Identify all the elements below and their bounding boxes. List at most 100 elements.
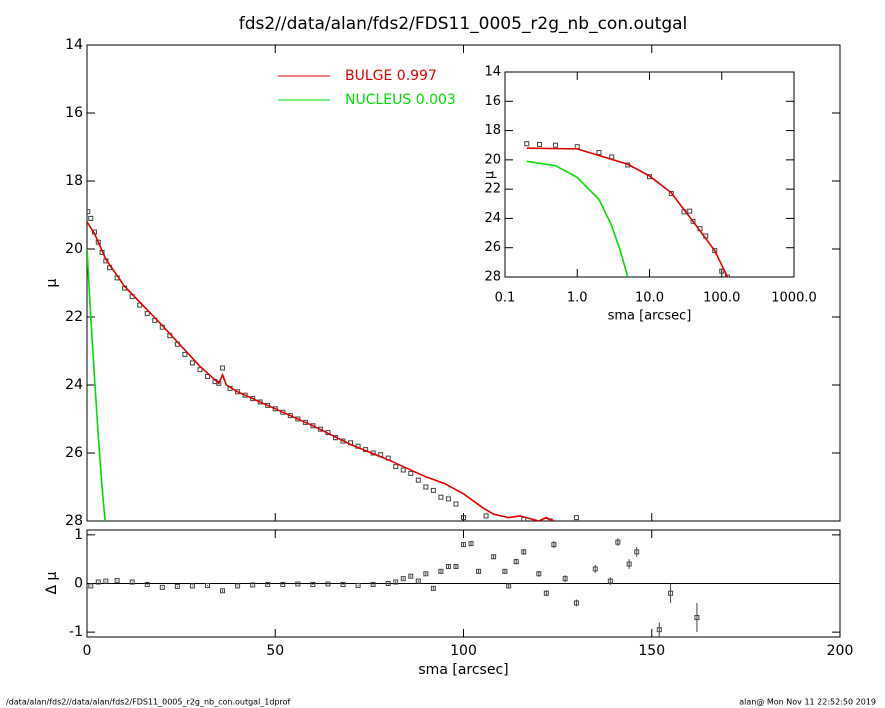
data-point (687, 208, 693, 214)
data-point (287, 413, 293, 419)
data-point (415, 477, 421, 483)
data-point (159, 584, 165, 590)
data-point (250, 582, 256, 588)
data-point (521, 549, 527, 555)
data-point (423, 571, 429, 577)
data-point (430, 585, 436, 591)
x-tick-label: 100.0 (703, 291, 740, 306)
data-point (694, 615, 700, 621)
data-point (257, 399, 263, 405)
y-tick-label: 18 (484, 123, 501, 138)
data-point (144, 311, 150, 317)
data-point (524, 141, 530, 147)
chart-title: fds2//data/alan/fds2/FDS11_0005_r2g_nb_c… (239, 14, 688, 34)
plot-frame (86, 44, 841, 522)
y-tick-label: 16 (484, 94, 501, 109)
data-point (400, 467, 406, 473)
footer-left: /data/alan/fds2//data/alan/fds2/FDS11_00… (6, 698, 291, 707)
data-point (423, 484, 429, 490)
data-point (626, 561, 632, 567)
data-point (634, 549, 640, 555)
data-point (408, 470, 414, 476)
data-point (724, 274, 730, 277)
legend-label: NUCLEUS 0.003 (345, 92, 456, 108)
y-tick-label: 22 (65, 309, 83, 325)
data-point (438, 494, 444, 500)
data-point (325, 581, 331, 587)
data-point (340, 581, 346, 587)
y-tick-label: 24 (65, 377, 83, 393)
data-point (513, 559, 519, 565)
x-tick-label: 100 (450, 643, 477, 659)
data-point (551, 542, 557, 548)
data-point (129, 579, 135, 585)
data-point (265, 581, 271, 587)
data-point (502, 568, 508, 574)
data-point (385, 581, 391, 586)
data-point (103, 578, 109, 584)
data-point (182, 351, 188, 357)
data-point (295, 581, 301, 587)
data-point (438, 568, 444, 574)
y-tick-label: 18 (65, 173, 83, 189)
data-point (553, 142, 559, 148)
x-tick-label: 200 (827, 643, 854, 659)
x-tick-label: 0 (83, 643, 92, 659)
y-tick-label: 14 (484, 65, 501, 80)
y-tick-label: 26 (65, 445, 83, 461)
y-tick-label: 14 (65, 37, 83, 53)
data-point (95, 579, 101, 585)
data-point (189, 360, 195, 366)
data-point (453, 563, 459, 569)
data-point (430, 487, 436, 493)
data-point (491, 554, 497, 560)
data-point (88, 583, 94, 589)
data-point (668, 590, 674, 596)
data-point (235, 389, 241, 395)
data-point (220, 365, 226, 371)
y-tick-label: -1 (69, 624, 83, 640)
y-tick-label: 1 (74, 527, 83, 543)
data-point (656, 627, 662, 633)
y-tick-label: 28 (484, 270, 501, 285)
y-tick-label: 0 (74, 576, 83, 592)
data-point (476, 568, 482, 574)
data-point (506, 583, 512, 589)
data-point (712, 248, 718, 254)
y-tick-label: 28 (65, 513, 83, 529)
data-point (174, 583, 180, 589)
data-point (87, 209, 91, 215)
data-point (280, 581, 286, 587)
data-point (189, 583, 195, 589)
data-point (242, 392, 248, 398)
data-point (615, 539, 621, 545)
data-point (596, 150, 602, 156)
data-point (355, 582, 361, 588)
data-point (393, 579, 399, 585)
data-point (415, 578, 421, 584)
x-tick-label: 150 (638, 643, 665, 659)
data-point (573, 515, 579, 521)
data-point (204, 582, 210, 588)
data-point (400, 576, 406, 582)
y-tick-label: 16 (65, 105, 83, 121)
data-point (204, 374, 210, 379)
model-line (526, 160, 629, 277)
data-point (310, 423, 316, 429)
x-tick-label: 10.0 (635, 291, 664, 306)
data-point (483, 513, 489, 519)
data-point (95, 239, 101, 245)
y-tick-label: 20 (65, 241, 83, 257)
data-point (468, 541, 474, 547)
x-tick-label: 1.0 (567, 291, 588, 306)
data-point (573, 600, 579, 606)
x-axis-label: sma [arcsec] (418, 662, 508, 678)
data-point (536, 141, 542, 147)
data-point (220, 588, 226, 594)
x-tick-label: 50 (266, 643, 284, 659)
footer-right: alan@ Mon Nov 11 22:52:50 2019 (739, 698, 876, 707)
data-point (88, 215, 94, 221)
data-point (302, 419, 308, 425)
data-point (408, 573, 414, 579)
data-point (370, 581, 376, 587)
